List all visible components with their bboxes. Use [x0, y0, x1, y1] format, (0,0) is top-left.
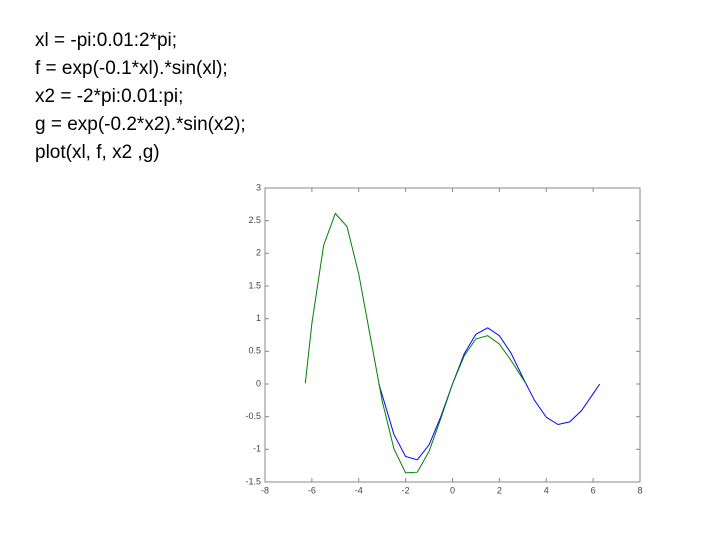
- x-tick-label: -6: [308, 485, 316, 495]
- x-tick-label: 6: [591, 485, 596, 495]
- x-tick-label: -4: [355, 485, 363, 495]
- x-tick-label: 4: [544, 485, 549, 495]
- y-tick-label: 0.5: [248, 346, 261, 356]
- series-line: [304, 212, 527, 474]
- series-line: [378, 327, 601, 461]
- x-tick-label: 8: [637, 485, 642, 495]
- x-tick-label: -8: [261, 485, 269, 495]
- y-tick-label: -1.5: [245, 476, 261, 486]
- x-tick-label: -2: [402, 485, 410, 495]
- plot-frame: [264, 187, 641, 483]
- y-tick-label: 2.5: [248, 215, 261, 225]
- x-tick-label: 2: [497, 485, 502, 495]
- x-tick-label: 0: [450, 485, 455, 495]
- y-tick-label: -1: [253, 444, 261, 454]
- y-tick-label: 1: [256, 313, 261, 323]
- code-line: plot(xl, f, x2 ,g): [35, 142, 160, 163]
- y-tick-label: 0: [256, 378, 261, 388]
- y-tick-label: -0.5: [245, 411, 261, 421]
- code-line: f = exp(-0.1*xl).*sin(xl);: [35, 58, 228, 79]
- code-line: xl = -pi:0.01:2*pi;: [35, 30, 178, 51]
- code-line: x2 = -2*pi:0.01:pi;: [35, 86, 184, 107]
- y-tick-label: 1.5: [248, 280, 261, 290]
- code-line: g = exp(-0.2*x2).*sin(x2);: [35, 114, 246, 135]
- y-tick-label: 2: [256, 248, 261, 258]
- y-tick-label: 3: [256, 182, 261, 192]
